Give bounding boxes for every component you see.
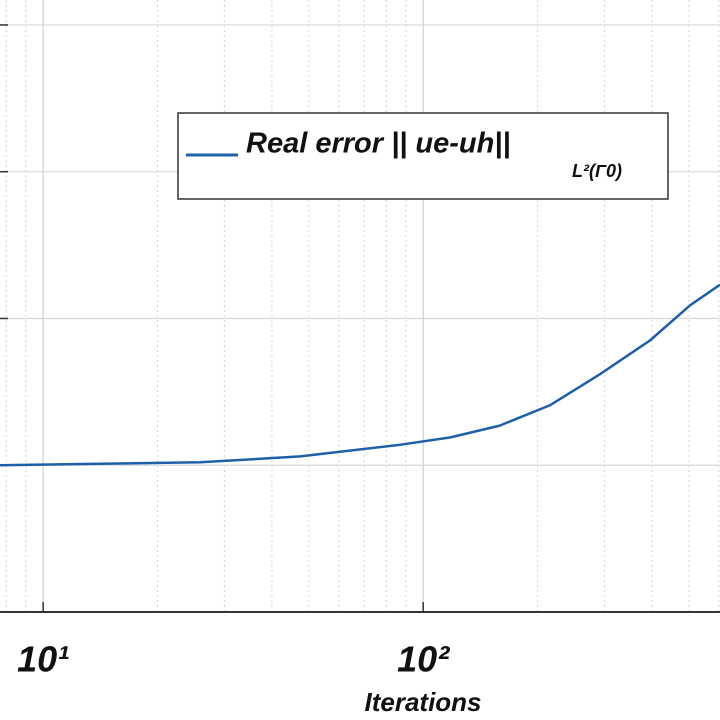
x-tick-label: 10² <box>397 639 450 680</box>
x-axis-label: Iterations <box>364 687 481 717</box>
x-tick-label: 10¹ <box>17 639 69 680</box>
legend-box <box>177 112 669 200</box>
legend: Real error || ue-uh|| L²(Γ0) <box>177 112 669 200</box>
legend-subscript: L²(Γ0) <box>572 161 622 181</box>
data-line <box>0 283 720 467</box>
legend-label: Real error || ue-uh|| <box>246 128 511 160</box>
